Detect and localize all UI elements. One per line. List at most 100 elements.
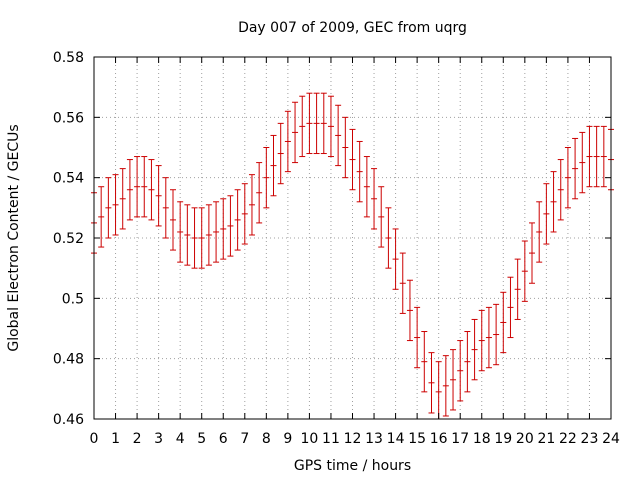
error-bar-point — [543, 183, 550, 245]
y-tick-label: 0.56 — [53, 110, 84, 126]
y-tick-label: 0.58 — [53, 50, 84, 66]
error-bar-point — [529, 222, 536, 284]
y-tick-label: 0.52 — [53, 231, 84, 247]
error-bar-point — [378, 186, 385, 248]
x-tick-label: 8 — [262, 431, 271, 447]
x-tick-label: 2 — [133, 431, 142, 447]
x-tick-label: 11 — [322, 431, 340, 447]
error-bar-point — [169, 189, 176, 251]
error-bar-point — [342, 116, 349, 179]
x-tick-label: 21 — [537, 431, 555, 447]
x-tick-label: 6 — [219, 431, 228, 447]
error-bar-point — [550, 171, 557, 233]
error-bar-point — [536, 201, 543, 263]
x-axis-label: GPS time / hours — [294, 458, 411, 474]
x-tick-label: 17 — [451, 431, 469, 447]
x-tick-label: 20 — [516, 431, 534, 447]
x-tick-label: 24 — [602, 431, 620, 447]
y-axis: 0.46 0.48 0.5 0.52 0.54 0.56 0.58 — [53, 50, 611, 428]
error-bar-point — [234, 189, 241, 251]
error-bar-point — [148, 159, 155, 221]
error-bar-point — [385, 207, 392, 269]
error-bar-point — [299, 95, 306, 158]
error-bar-point — [564, 147, 571, 209]
x-tick-label: 15 — [408, 431, 426, 447]
x-tick-label: 23 — [581, 431, 599, 447]
error-bar-point — [371, 168, 378, 230]
x-tick-label: 13 — [365, 431, 383, 447]
y-tick-label: 0.54 — [53, 171, 84, 187]
y-axis-label: Global Electron Content / GECUs — [6, 124, 22, 351]
error-bar-point — [507, 276, 514, 339]
error-bar-point — [586, 125, 593, 188]
error-bar-point — [327, 95, 334, 158]
error-bar-point — [428, 352, 435, 414]
x-tick-label: 18 — [473, 431, 491, 447]
x-tick-label: 5 — [197, 431, 206, 447]
error-bar-point — [435, 361, 442, 420]
error-bar-point — [485, 306, 492, 369]
error-bar-point — [392, 228, 399, 290]
error-bar-point — [572, 137, 579, 200]
error-bar-point — [414, 306, 421, 369]
grid — [94, 57, 611, 419]
x-axis: 0 1 2 3 4 5 6 7 8 9 10 11 12 13 14 15 16 17 18 19 20 21 22 23 24 — [90, 57, 620, 447]
x-tick-label: 9 — [283, 431, 292, 447]
error-bar-point — [112, 174, 119, 236]
chart-title: Day 007 of 2009, GEC from uqrg — [238, 20, 467, 36]
error-bar-point — [478, 309, 485, 372]
x-tick-label: 4 — [176, 431, 185, 447]
y-tick-label: 0.48 — [53, 352, 84, 368]
error-bar-point — [184, 204, 191, 266]
x-tick-label: 12 — [344, 431, 362, 447]
error-bar-point — [119, 168, 126, 230]
error-bar-point — [134, 156, 141, 218]
y-tick-label: 0.46 — [53, 412, 84, 428]
error-bar-point — [356, 140, 363, 203]
error-bar-point — [292, 101, 299, 164]
error-bar-point — [514, 258, 521, 320]
error-bar-point — [177, 201, 184, 263]
error-bar-point — [213, 201, 220, 263]
error-bar-point — [579, 131, 586, 194]
error-bar-point — [457, 340, 464, 402]
error-bar-point — [471, 318, 478, 381]
x-tick-label: 7 — [240, 431, 249, 447]
error-bar-point — [220, 198, 227, 260]
error-bar-point — [105, 177, 112, 239]
error-bar-point — [162, 177, 169, 239]
error-bar-point — [450, 349, 457, 411]
error-bar-point — [313, 92, 320, 155]
error-bar-point — [270, 134, 277, 197]
error-bar-point — [277, 122, 284, 185]
error-bar-point — [521, 240, 528, 302]
error-bar-point — [126, 159, 133, 221]
error-bar-point — [248, 174, 255, 236]
error-bar-point — [600, 125, 607, 188]
x-tick-label: 22 — [559, 431, 577, 447]
error-bar-point — [241, 183, 248, 245]
error-bar-point — [406, 279, 413, 342]
y-tick-label: 0.5 — [62, 291, 84, 307]
error-bar-point — [500, 291, 507, 354]
error-bar-point — [198, 207, 205, 269]
error-bar-point — [98, 186, 105, 248]
error-bar-point — [399, 252, 406, 314]
x-tick-label: 1 — [111, 431, 120, 447]
error-bar-point — [493, 303, 500, 366]
x-tick-label: 0 — [90, 431, 99, 447]
error-bar-point — [464, 331, 471, 393]
error-bar-point — [227, 195, 234, 257]
x-tick-label: 3 — [154, 431, 163, 447]
error-bar-point — [155, 165, 162, 227]
x-tick-label: 14 — [387, 431, 405, 447]
error-bar-point — [306, 92, 313, 155]
error-bar-point — [141, 156, 148, 218]
x-tick-label: 16 — [430, 431, 448, 447]
error-bar-point — [363, 156, 370, 218]
error-bar-point — [263, 147, 270, 209]
error-bar-point — [557, 159, 564, 221]
error-bar-point — [421, 331, 428, 393]
error-bar-point — [205, 204, 212, 266]
